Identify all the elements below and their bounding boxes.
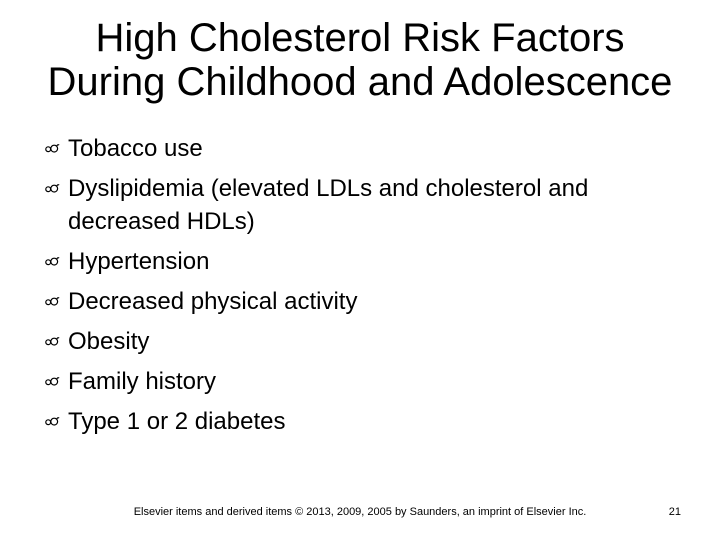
bullet-item-label: Hypertension [68,248,210,275]
bullet-item-label: Family history [68,368,217,395]
bullet-item-label: Type 1 or 2 diabetes [68,408,286,435]
page-number: 21 [668,506,681,518]
double-loop-bullet-icon [45,144,60,153]
slide-title-line-2: During Childhood and Adolescence [47,60,673,104]
copyright-footer: Elsevier items and derived items © 2013,… [133,506,587,518]
bullet-item: Dyslipidemia (elevated LDLs and choleste… [45,172,688,238]
slide-title: High Cholesterol Risk Factors During Chi… [0,0,720,104]
bullet-item: Type 1 or 2 diabetes [45,405,688,438]
bullet-item-label: Dyslipidemia (elevated LDLs and choleste… [68,175,589,235]
double-loop-bullet-icon [45,377,60,386]
slide-title-line-1: High Cholesterol Risk Factors [95,16,625,60]
bullet-item: Obesity [45,325,688,358]
bullet-item: Hypertension [45,245,688,278]
bullet-item: Family history [45,365,688,398]
double-loop-bullet-icon [45,417,60,426]
double-loop-bullet-icon [45,184,60,193]
bullet-item: Decreased physical activity [45,285,688,318]
bullet-item-label: Decreased physical activity [68,288,358,315]
double-loop-bullet-icon [45,337,60,346]
double-loop-bullet-icon [45,297,60,306]
bullet-item-label: Tobacco use [68,135,203,162]
bullet-list: Tobacco use Dyslipidemia (elevated LDLs … [0,132,720,438]
double-loop-bullet-icon [45,257,60,266]
bullet-item: Tobacco use [45,132,688,165]
bullet-item-label: Obesity [68,328,150,355]
